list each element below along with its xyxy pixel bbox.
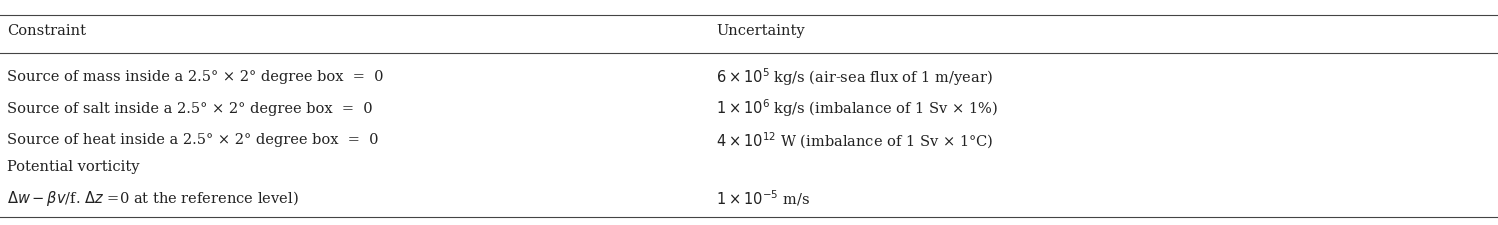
Text: Constraint: Constraint [7,24,87,38]
Text: $1 \times 10^{-5}$ m/s: $1 \times 10^{-5}$ m/s [716,188,810,208]
Text: $1 \times 10^{6}$ kg/s (imbalance of 1 Sv × 1%): $1 \times 10^{6}$ kg/s (imbalance of 1 S… [716,98,998,119]
Text: $6 \times 10^{5}$ kg/s (air-sea flux of 1 m/year): $6 \times 10^{5}$ kg/s (air-sea flux of … [716,66,993,88]
Text: Source of mass inside a 2.5° × 2° degree box  =  0: Source of mass inside a 2.5° × 2° degree… [7,70,383,84]
Text: Potential vorticity: Potential vorticity [7,160,139,174]
Text: Source of heat inside a 2.5° × 2° degree box  =  0: Source of heat inside a 2.5° × 2° degree… [7,133,379,147]
Text: $4 \times 10^{12}$ W (imbalance of 1 Sv × 1°C): $4 \times 10^{12}$ W (imbalance of 1 Sv … [716,130,993,151]
Text: Uncertainty: Uncertainty [716,24,804,38]
Text: $\Delta w - \beta v$/f. $\Delta z$ =0 at the reference level): $\Delta w - \beta v$/f. $\Delta z$ =0 at… [7,189,300,208]
Text: Source of salt inside a 2.5° × 2° degree box  =  0: Source of salt inside a 2.5° × 2° degree… [7,101,373,115]
